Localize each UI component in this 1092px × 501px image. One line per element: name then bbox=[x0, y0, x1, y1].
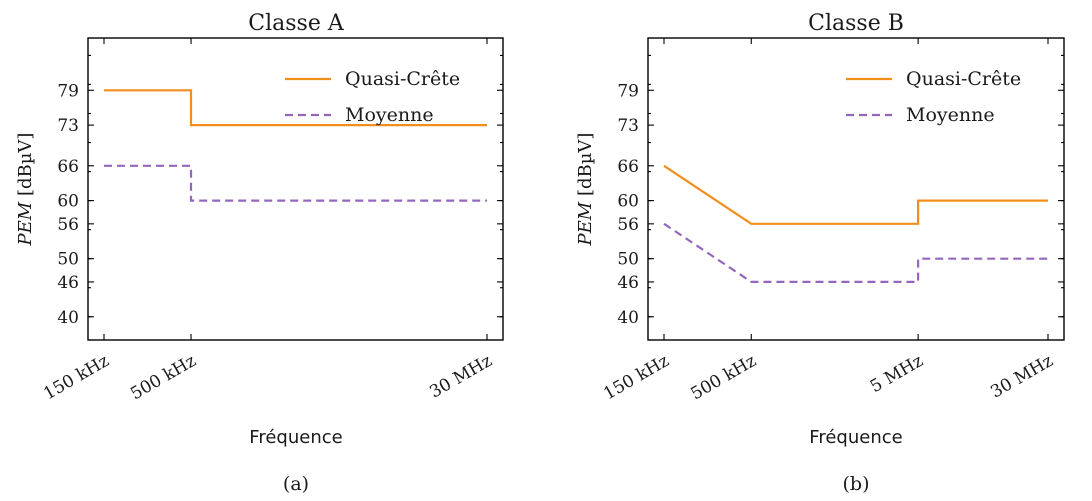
x-tick-label: 30 MHz bbox=[426, 351, 495, 402]
x-tick-label: 150 kHz bbox=[40, 351, 112, 404]
x-tick-label: 5 MHz bbox=[867, 351, 927, 397]
y-tick-label: 60 bbox=[617, 192, 639, 212]
y-tick-label: 40 bbox=[57, 308, 79, 328]
x-axis-label: Fréquence bbox=[809, 427, 902, 448]
panel-caption: (b) bbox=[843, 473, 870, 495]
chart-title: Classe B bbox=[808, 11, 904, 36]
y-tick-label: 50 bbox=[57, 250, 79, 270]
panel-caption: (a) bbox=[283, 473, 309, 495]
y-tick-label: 60 bbox=[57, 192, 79, 212]
y-tick-label: 40 bbox=[617, 308, 639, 328]
chart-classe-a: Classe A 40 46 50 56 60 66 73 79 150 kHz 500 kHz 30… bbox=[15, 11, 504, 495]
y-axis-label-unit: [dBµV] bbox=[575, 133, 596, 202]
x-tick-label: 500 kHz bbox=[687, 351, 759, 404]
y-tick-label: 73 bbox=[617, 116, 639, 136]
y-tick-label: 66 bbox=[617, 157, 639, 177]
x-tick-label: 500 kHz bbox=[127, 351, 199, 404]
y-axis-label-quantity: PEM bbox=[15, 201, 36, 246]
y-tick-label: 46 bbox=[617, 273, 639, 293]
x-tick-label: 30 MHz bbox=[987, 351, 1056, 402]
legend-label: Moyenne bbox=[906, 104, 995, 126]
series-line-quasi-crete bbox=[663, 164, 1048, 225]
legend-label: Quasi-Crête bbox=[906, 68, 1021, 90]
y-axis-label-quantity: PEM bbox=[575, 201, 596, 246]
x-tick-label: 150 kHz bbox=[600, 351, 672, 404]
plot-frame bbox=[647, 37, 1065, 341]
series-line-moyenne bbox=[663, 222, 1048, 283]
y-tick-label: 66 bbox=[57, 157, 79, 177]
plot-frame bbox=[87, 37, 504, 341]
y-tick-label: 56 bbox=[617, 215, 639, 235]
y-tick-label: 79 bbox=[617, 81, 639, 101]
y-axis-label: PEM [dBµV] bbox=[575, 133, 596, 247]
legend-label: Quasi-Crête bbox=[345, 68, 460, 90]
series-line-moyenne bbox=[104, 164, 487, 202]
y-axis-label-unit: [dBµV] bbox=[15, 133, 36, 202]
y-tick-label: 46 bbox=[57, 273, 79, 293]
chart-title: Classe A bbox=[248, 11, 345, 36]
chart-classe-b: Classe B 40 46 50 56 60 66 73 79 150 kHz 500 kHz 5 … bbox=[575, 11, 1065, 495]
y-tick-label: 56 bbox=[57, 215, 79, 235]
y-tick-label: 50 bbox=[617, 250, 639, 270]
series-line-quasi-crete bbox=[104, 89, 487, 127]
y-tick-label: 73 bbox=[57, 116, 79, 136]
y-tick-label: 79 bbox=[57, 81, 79, 101]
y-axis-label: PEM [dBµV] bbox=[15, 133, 36, 247]
x-axis-label: Fréquence bbox=[249, 427, 342, 448]
legend-label: Moyenne bbox=[345, 104, 434, 126]
